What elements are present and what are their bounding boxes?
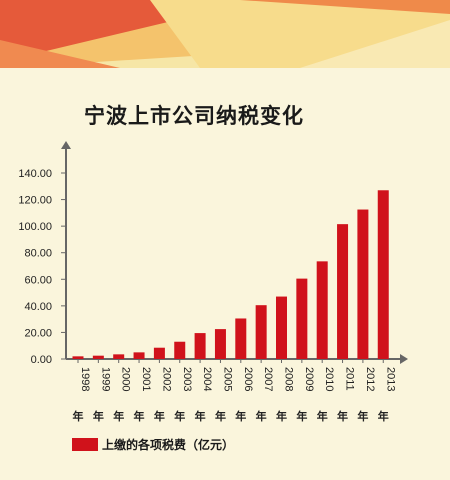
x-tick-unit: 年 <box>195 409 206 423</box>
x-tick-label: 2013 <box>384 367 396 391</box>
legend-swatch <box>72 438 98 451</box>
x-tick-unit: 年 <box>113 409 124 423</box>
x-tick-unit: 年 <box>378 409 389 423</box>
x-tick-label: 2010 <box>323 367 335 391</box>
x-tick-label: 2004 <box>201 367 213 391</box>
y-tick-label: 120.00 <box>18 195 52 207</box>
bar-series <box>72 190 389 359</box>
x-tick-unit: 年 <box>215 409 226 423</box>
bar <box>92 355 104 359</box>
bar <box>255 305 267 359</box>
bar <box>296 278 308 359</box>
x-tick-unit: 年 <box>296 409 307 423</box>
bar <box>214 329 226 359</box>
y-tick-label: 0.00 <box>31 354 52 366</box>
x-tick-unit: 年 <box>154 409 165 423</box>
bar <box>194 333 206 359</box>
x-tick: 2013 年 <box>378 359 396 423</box>
x-tick-label: 2008 <box>283 367 295 391</box>
x-tick-label: 2001 <box>140 367 152 391</box>
x-tick-label: 2009 <box>303 367 315 391</box>
x-tick: 2001 年 <box>134 359 152 423</box>
x-tick-label: 2012 <box>364 367 376 391</box>
y-axis-arrow <box>61 141 71 149</box>
y-tick-label: 100.00 <box>18 221 52 233</box>
x-tick: 2002 年 <box>154 359 172 423</box>
y-tick-label: 140.00 <box>18 168 52 180</box>
x-tick-unit: 年 <box>93 409 104 423</box>
x-tick-label: 2011 <box>344 367 356 391</box>
x-tick: 1998 年 <box>73 359 91 423</box>
legend: 上缴的各项税费（亿元） <box>72 436 234 453</box>
bar <box>72 356 84 359</box>
x-tick-label: 1999 <box>99 367 111 391</box>
x-tick: 2005 年 <box>215 359 233 423</box>
x-tick-unit: 年 <box>134 409 145 423</box>
bar <box>113 354 125 359</box>
x-tick: 2004 年 <box>195 359 213 423</box>
bar <box>153 347 165 359</box>
x-tick: 2006 年 <box>235 359 254 423</box>
chart-title: 宁波上市公司纳税变化 <box>84 104 304 128</box>
x-tick-label: 2002 <box>160 367 172 391</box>
decorative-banner <box>0 0 450 68</box>
x-tick: 2009 年 <box>296 359 315 423</box>
x-tick-unit: 年 <box>317 409 328 423</box>
x-axis-ticks: 1998 年 1999 年 2000 年 2001 年 2002 年 2003 年 2004 年 2005 年… <box>73 359 396 423</box>
x-tick: 2007 年 <box>256 359 274 423</box>
x-tick: 2011 年 <box>337 359 356 423</box>
x-tick: 2008 年 <box>276 359 295 423</box>
chart-axes <box>61 141 408 364</box>
x-tick-label: 2005 <box>221 367 233 391</box>
bar <box>357 209 369 359</box>
x-tick: 2000 年 <box>113 359 132 423</box>
x-tick-unit: 年 <box>235 409 246 423</box>
x-tick: 1999 年 <box>93 359 111 423</box>
bar <box>337 224 349 359</box>
x-tick-unit: 年 <box>174 409 185 423</box>
bar <box>276 296 287 359</box>
bar <box>316 261 328 359</box>
x-tick: 2012 年 <box>357 359 376 423</box>
x-tick-label: 2000 <box>120 367 132 391</box>
x-tick-unit: 年 <box>73 409 84 423</box>
y-tick-label: 40.00 <box>24 301 52 313</box>
x-tick-unit: 年 <box>337 409 348 423</box>
x-tick-label: 1998 <box>79 367 91 391</box>
x-tick-unit: 年 <box>357 409 368 423</box>
bar <box>377 190 389 359</box>
x-tick: 2003 年 <box>174 359 193 423</box>
bar <box>174 341 186 359</box>
x-tick-label: 2006 <box>242 367 254 391</box>
y-tick-label: 80.00 <box>24 248 52 260</box>
x-tick-unit: 年 <box>256 409 267 423</box>
y-axis-ticks: 0.00 20.00 40.00 60.00 80.00 100.00 120.00 140.… <box>18 168 66 366</box>
x-tick-unit: 年 <box>276 409 287 423</box>
x-axis-arrow <box>400 354 408 364</box>
legend-label: 上缴的各项税费（亿元） <box>102 438 235 452</box>
y-tick-label: 20.00 <box>24 327 52 339</box>
x-tick-label: 2003 <box>181 367 193 391</box>
x-tick: 2010 年 <box>317 359 335 423</box>
x-tick-label: 2007 <box>262 367 274 391</box>
bar <box>235 318 247 359</box>
y-tick-label: 60.00 <box>24 274 52 286</box>
bar <box>133 352 145 359</box>
